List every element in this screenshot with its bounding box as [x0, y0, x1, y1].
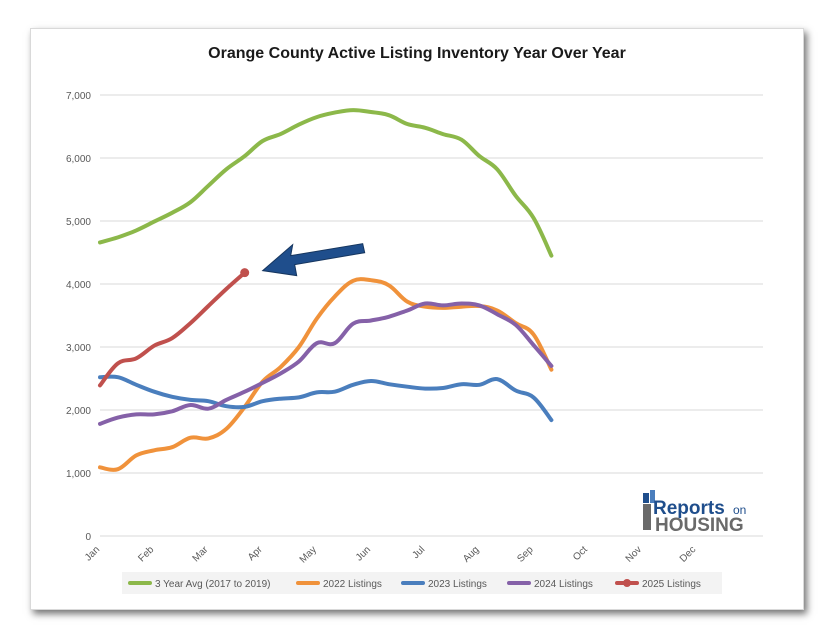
x-tick-label: May — [298, 544, 319, 565]
x-tick-label: Jun — [354, 544, 373, 563]
y-tick-label: 6,000 — [66, 154, 91, 165]
x-tick-label: Dec — [678, 544, 698, 564]
x-tick-label: Sep — [515, 544, 536, 565]
y-tick-label: 5,000 — [66, 217, 91, 228]
x-tick-label: Apr — [246, 544, 265, 563]
series-lines — [98, 108, 554, 472]
grid-lines — [100, 94, 763, 537]
y-tick-label: 1,000 — [66, 469, 91, 480]
x-tick-label: Nov — [624, 544, 644, 564]
logo-reports: Reports — [653, 498, 725, 519]
legend-label: 3 Year Avg (2017 to 2019) — [155, 579, 270, 590]
x-tick-label: Jan — [83, 544, 102, 563]
series-line-2024-listings — [98, 301, 554, 426]
legend-marker — [623, 579, 631, 587]
series-line-2023-listings — [98, 374, 554, 423]
legend-label: 2023 Listings — [428, 579, 487, 590]
y-tick-label: 2,000 — [66, 406, 91, 417]
legend: 3 Year Avg (2017 to 2019) 2022 Listings 20… — [122, 572, 722, 594]
y-tick-label: 7,000 — [66, 91, 91, 102]
logo-building-icon — [643, 504, 651, 530]
reports-on-housing-logo: Reports on HOUSING — [643, 490, 746, 536]
x-axis: Jan Feb Mar Apr May Jun Jul Aug Sep Oct Nov Dec — [83, 544, 698, 566]
legend-label: 2022 Listings — [323, 579, 382, 590]
x-tick-label: Oct — [571, 544, 590, 563]
y-tick-label: 4,000 — [66, 280, 91, 291]
logo-housing: HOUSING — [655, 515, 744, 536]
series-line-3-year-avg-2017-to-2019 — [98, 108, 554, 258]
x-tick-label: Jul — [410, 544, 427, 561]
y-tick-label: 3,000 — [66, 343, 91, 354]
x-tick-label: Feb — [136, 544, 156, 564]
series-line-2025-listings — [98, 270, 247, 388]
y-axis: 0 1,000 2,000 3,000 4,000 5,000 6,000 7,000 — [66, 91, 91, 543]
logo-on: on — [733, 503, 746, 517]
x-tick-label: Mar — [191, 544, 211, 564]
chart-title: Orange County Active Listing Inventory Y… — [208, 45, 626, 62]
logo-bar-icon — [643, 493, 649, 503]
legend-label: 2024 Listings — [534, 579, 593, 590]
arrow-icon — [261, 243, 366, 277]
legend-label: 2025 Listings — [642, 579, 701, 590]
latest-value-marker — [240, 268, 250, 278]
annotation-arrow — [240, 243, 366, 278]
y-tick-label: 0 — [85, 532, 91, 543]
x-tick-label: Aug — [461, 544, 481, 564]
logo-bar-icon — [650, 490, 655, 503]
